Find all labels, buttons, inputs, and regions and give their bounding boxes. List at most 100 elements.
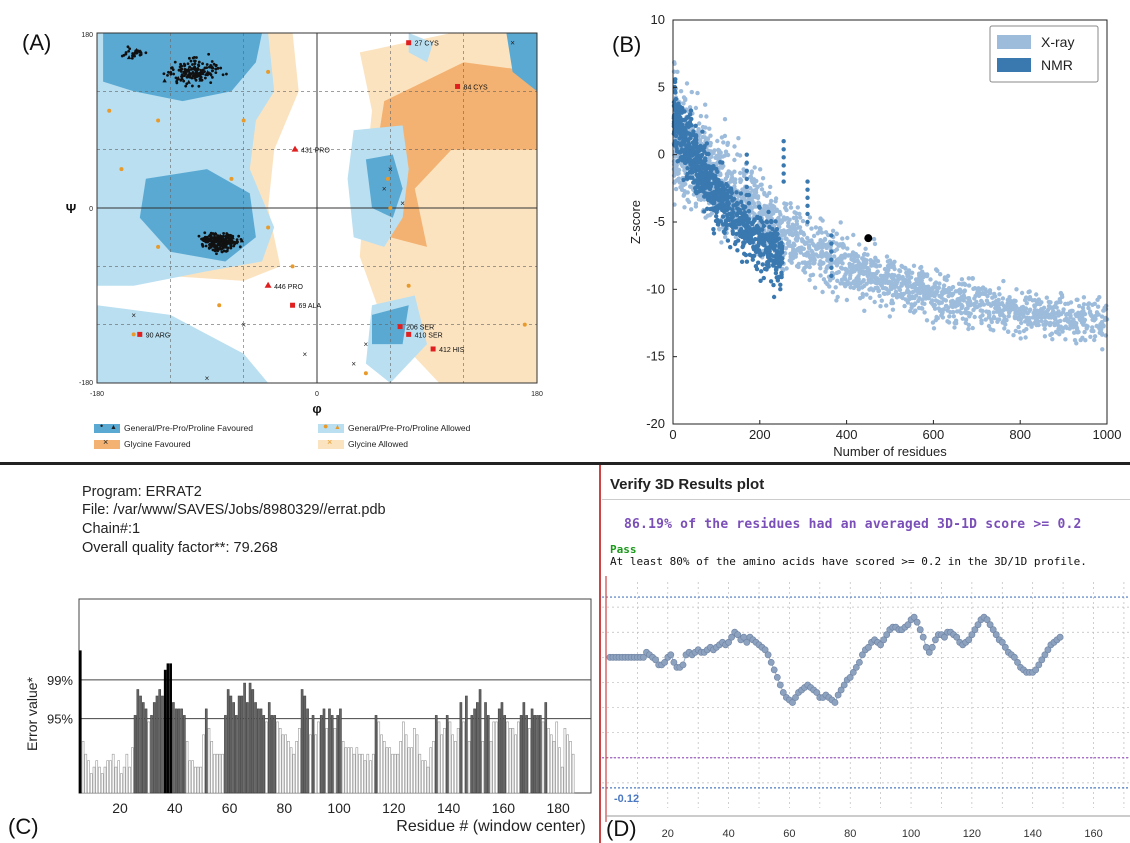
prosa-xray-point — [838, 242, 843, 247]
errat-bar — [547, 727, 550, 794]
prosa-nmr-point — [672, 116, 677, 122]
errat-bar — [544, 702, 548, 794]
ram-residue-point — [193, 68, 197, 72]
prosa-nmr-point — [704, 191, 710, 197]
errat-bar — [555, 721, 559, 794]
prosa-xray-point — [791, 252, 796, 257]
prosa-xray-point — [926, 292, 932, 297]
errat-bar — [131, 747, 134, 794]
prosa-xray-point — [725, 142, 730, 147]
errat-bar — [443, 727, 446, 794]
ram-residue-point — [216, 235, 220, 239]
prosa-nmr-point — [691, 129, 696, 134]
ram-residue-point — [206, 240, 210, 243]
ram-residue-point — [228, 239, 234, 244]
prosa-xray-point — [689, 207, 694, 212]
errat-bar — [549, 734, 553, 794]
ram-residue-point — [213, 248, 217, 252]
prosa-xray-point — [1042, 315, 1047, 320]
errat-bar — [229, 695, 233, 794]
prosa-xray-point — [1043, 319, 1048, 324]
prosa-xray-point — [1050, 337, 1055, 342]
prosa-x-tick: 200 — [749, 427, 771, 442]
errat-bar — [336, 715, 340, 794]
prosa-xray-point — [811, 233, 817, 239]
prosa-nmr-point — [682, 150, 687, 155]
prosa-xray-point — [905, 300, 911, 305]
errat-bar — [478, 689, 482, 794]
ram-residue-point — [195, 56, 198, 59]
errat-bar — [267, 702, 271, 794]
prosa-nmr-point — [763, 250, 768, 255]
ram-x-label: φ — [312, 401, 321, 416]
errat-bar — [254, 702, 257, 794]
prosa-xray-point — [1034, 299, 1039, 304]
errat-bar — [363, 760, 367, 794]
v3d-point — [910, 613, 918, 621]
prosa-nmr-point — [730, 219, 735, 224]
ram-outlier-label: 431 PRO — [301, 148, 330, 155]
prosa-xray-point — [836, 269, 841, 275]
prosa-xray-point — [1081, 302, 1087, 307]
prosa-xray-point — [816, 254, 821, 259]
v3d-point — [931, 636, 939, 644]
errat-bar — [308, 734, 312, 794]
ram-legend-glycine-allowed: × Glycine Allowed — [318, 437, 408, 449]
prosa-xray-point — [980, 290, 985, 296]
v3d-point — [767, 658, 775, 666]
prosa-nmr-point — [739, 259, 745, 264]
prosa-nmr-point — [679, 107, 684, 112]
prosa-nmr-point — [674, 146, 679, 151]
errat-bar — [393, 753, 397, 794]
ram-residue-point — [182, 62, 186, 66]
prosa-nmr-point — [829, 273, 834, 279]
errat-bar — [125, 753, 129, 794]
ram-residue-point — [209, 236, 213, 240]
prosa-nmr-point — [764, 267, 769, 272]
errat-bar — [128, 766, 131, 794]
prosa-nmr-point — [781, 155, 786, 160]
prosa-xray-point — [812, 285, 818, 290]
prosa-xray-point — [990, 295, 995, 300]
panel-prosa: (B) 0 200 400 600 800 1000 10 5 0 -5 -10 -15 -20 Numb… — [572, 0, 1130, 462]
prosa-xray-point — [1049, 331, 1055, 336]
prosa-xray-point — [719, 164, 724, 170]
prosa-xray-point — [863, 246, 868, 251]
prosa-nmr-point — [688, 108, 694, 113]
prosa-xray-point — [937, 300, 942, 305]
prosa-xray-point — [813, 225, 819, 230]
prosa-xray-point — [1082, 329, 1087, 335]
prosa-xray-point — [788, 201, 793, 206]
prosa-xray-point — [904, 270, 909, 275]
errat-bar — [404, 734, 408, 794]
prosa-xray-point — [820, 245, 825, 250]
prosa-legend: X-ray NMR — [989, 25, 1099, 83]
ram-residue-point — [235, 238, 239, 242]
prosa-nmr-point — [741, 217, 746, 222]
prosa-xray-point — [782, 217, 787, 222]
prosa-nmr-point — [744, 184, 749, 190]
errat-y-tick: 99% — [47, 673, 73, 688]
prosa-nmr-point — [707, 166, 713, 171]
prosa-xray-point — [767, 215, 772, 220]
ram-allowed-point — [290, 264, 295, 269]
prosa-xray-point — [1017, 330, 1022, 335]
prosa-nmr-point — [730, 214, 735, 219]
prosa-nmr-point — [746, 217, 752, 222]
prosa-nmr-point — [778, 287, 783, 292]
prosa-xray-point — [951, 314, 956, 319]
prosa-xray-point — [802, 266, 807, 271]
errat-bar — [467, 740, 471, 794]
prosa-xray-point — [719, 240, 724, 245]
prosa-nmr-point — [705, 206, 710, 211]
ram-residue-point — [201, 62, 204, 65]
prosa-xray-point — [772, 204, 777, 210]
prosa-xray-point — [904, 290, 909, 295]
ram-residue-point — [239, 237, 243, 241]
prosa-xray-point — [936, 285, 942, 290]
ram-allowed-point — [217, 303, 222, 308]
v3d-point — [1001, 643, 1009, 651]
prosa-xray-point — [1066, 319, 1072, 324]
errat-bar — [251, 689, 255, 794]
prosa-xray-point — [834, 262, 840, 267]
